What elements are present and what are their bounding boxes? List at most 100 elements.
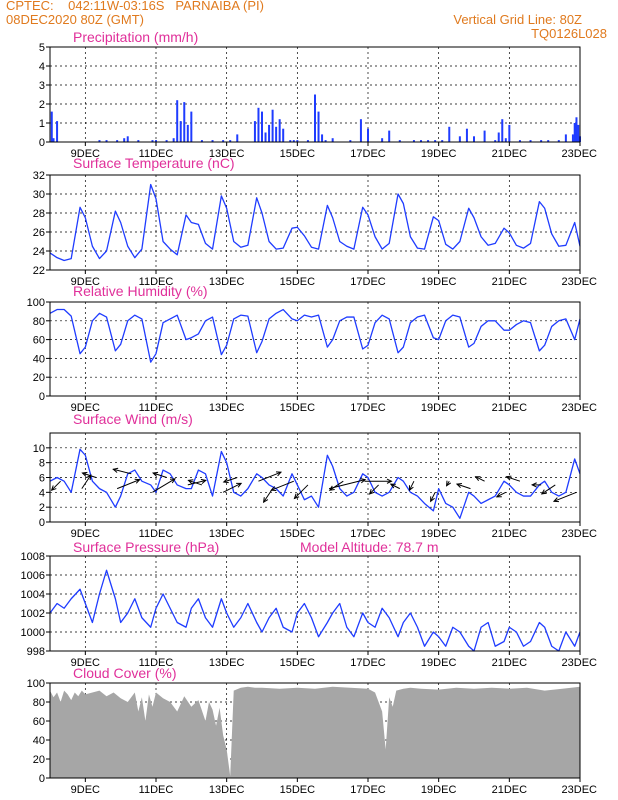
precip-bar: [56, 121, 59, 142]
wind-arrow-head: [505, 475, 512, 481]
y-tick-label: 10: [33, 443, 45, 455]
panel-2: [46, 174, 581, 274]
wind-arrow: [369, 484, 379, 495]
series-line: [49, 569, 581, 652]
x-tick-label: 21DEC: [492, 402, 528, 414]
y-tick-label: 1002: [21, 608, 45, 620]
precip-bar: [176, 100, 179, 142]
y-tick-label: 4: [39, 61, 45, 73]
panel-title: Surface Wind (m/s): [73, 411, 193, 427]
x-tick-label: 15DEC: [280, 148, 316, 160]
x-tick-label: 13DEC: [209, 657, 245, 669]
precip-bar: [575, 117, 578, 142]
x-tick-label: 13DEC: [209, 784, 245, 796]
wind-arrow-head: [262, 497, 269, 504]
x-tick-label: 23DEC: [562, 148, 598, 160]
wind-arrow-head: [50, 485, 57, 492]
precip-bar: [172, 138, 175, 142]
x-tick-label: 23DEC: [562, 657, 598, 669]
precip-bar: [190, 111, 193, 142]
precip-bar: [236, 134, 239, 142]
panel-title: Relative Humidity (%): [73, 283, 208, 299]
precip-bar: [98, 140, 101, 142]
precip-bar: [388, 130, 391, 142]
wind-arrow-head: [552, 497, 559, 503]
y-tick-label: 1000: [21, 627, 45, 639]
y-tick-label: 24: [33, 246, 45, 258]
y-tick-label: 1004: [21, 589, 45, 601]
precip-bar: [573, 123, 576, 142]
wind-arrow: [222, 482, 242, 493]
wind-arrow-head: [236, 482, 243, 488]
precip-bar: [448, 126, 451, 142]
precip-bar: [186, 124, 189, 142]
wind-arrow-head: [86, 474, 92, 481]
wind-arrow-head: [495, 492, 502, 498]
y-tick-label: 0: [39, 773, 45, 785]
wind-arrow-head: [530, 482, 537, 488]
series-line: [49, 308, 581, 363]
precip-bar: [557, 140, 560, 142]
wind-arrow: [506, 476, 521, 482]
wind-arrow: [223, 477, 238, 483]
wind-arrow: [51, 480, 61, 491]
panel-title: Precipitation (mm/h): [73, 29, 198, 45]
x-tick-label: 13DEC: [209, 148, 245, 160]
wind-arrow: [152, 478, 176, 493]
x-tick-label: 15DEC: [280, 276, 316, 288]
y-tick-label: 40: [33, 353, 45, 365]
header-right-line1: Vertical Grid Line: 80Z: [453, 12, 582, 27]
x-tick-label: 23DEC: [562, 402, 598, 414]
y-tick-label: 100: [27, 297, 45, 309]
wind-arrow-head: [408, 485, 414, 492]
panel-5: [46, 555, 581, 655]
precip-bar: [200, 140, 203, 142]
precip-bar: [155, 140, 157, 142]
x-tick-label: 21DEC: [492, 784, 528, 796]
precip-bar: [571, 134, 574, 142]
wind-arrow: [430, 492, 436, 502]
precip-bar: [367, 128, 369, 142]
wind-arrow: [188, 479, 203, 486]
wind-arrow-head: [455, 482, 462, 488]
y-tick-label: 0: [39, 517, 45, 529]
precip-bar: [52, 138, 55, 142]
y-tick-label: 2: [39, 99, 45, 111]
y-tick-label: 28: [33, 208, 45, 220]
precip-bar: [211, 140, 214, 142]
y-tick-label: 1008: [21, 551, 45, 563]
precip-bar: [458, 136, 461, 142]
wind-arrow-head: [360, 478, 367, 484]
x-tick-label: 17DEC: [350, 148, 386, 160]
wind-arrow: [152, 472, 167, 478]
precip-bar: [398, 140, 401, 142]
wind-arrow: [541, 484, 556, 495]
wind-arrow-head: [328, 485, 335, 491]
wind-arrow-head: [386, 478, 393, 484]
x-tick-label: 19DEC: [421, 528, 457, 540]
precip-bar: [296, 140, 299, 142]
x-tick-label: 21DEC: [492, 148, 528, 160]
panel-title: Surface Temperature (nC): [73, 155, 235, 171]
y-tick-label: 8: [39, 458, 45, 470]
precip-bar: [427, 140, 430, 142]
precip-bar: [441, 140, 444, 142]
x-tick-label: 19DEC: [421, 657, 457, 669]
panel-frame: [49, 301, 581, 397]
x-tick-label: 17DEC: [350, 657, 386, 669]
wind-arrow-head: [152, 471, 159, 477]
x-tick-label: 9DEC: [71, 657, 100, 669]
wind-arrow-head: [187, 479, 194, 485]
wind-arrow-head: [275, 471, 283, 477]
x-tick-label: 9DEC: [71, 528, 100, 540]
x-tick-label: 9DEC: [71, 148, 100, 160]
panel-frame: [49, 46, 581, 143]
x-tick-label: 11DEC: [139, 276, 174, 288]
precip-bar: [473, 136, 475, 142]
precip-bar: [289, 140, 292, 142]
precip-bar: [577, 124, 580, 142]
x-tick-label: 21DEC: [492, 657, 528, 669]
wind-arrow: [390, 483, 401, 490]
wind-arrow-head: [200, 478, 207, 485]
